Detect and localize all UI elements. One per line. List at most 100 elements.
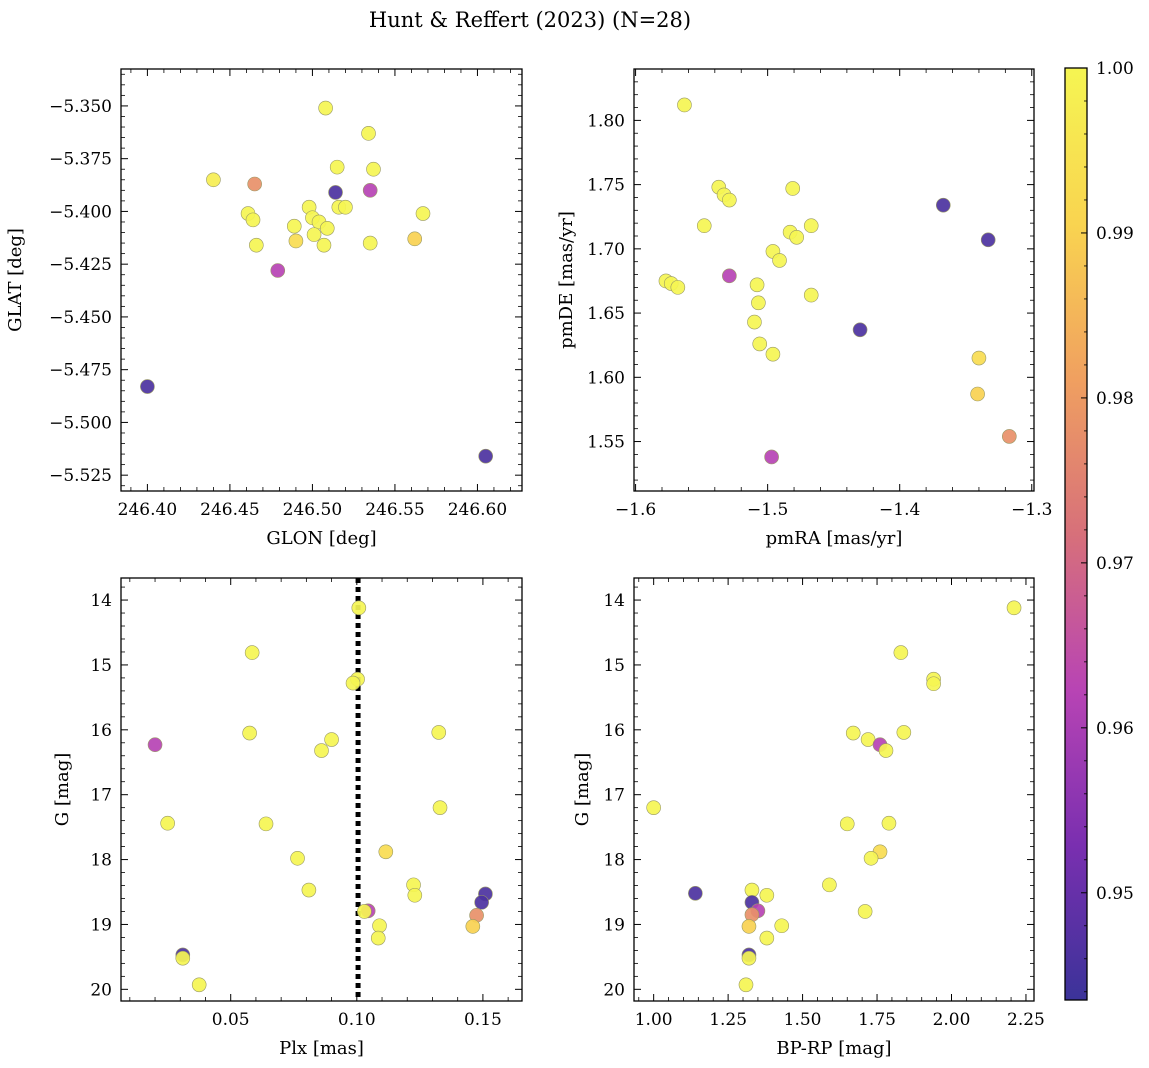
data-point (881, 815, 897, 831)
data-point (772, 253, 787, 268)
y-tick-label: 1.55 (587, 433, 625, 453)
x-tick-label: 1.25 (709, 1010, 747, 1030)
y-tick-label: 19 (603, 915, 625, 935)
data-point (306, 227, 322, 242)
x-axis-label: pmRA [mas/yr] (766, 528, 903, 549)
x-axis-label: BP-RP [mag] (776, 1038, 891, 1059)
data-point (338, 199, 353, 215)
data-point (688, 886, 703, 901)
y-tick-label: 17 (603, 786, 625, 806)
data-point (288, 233, 304, 249)
x-tick-label: 0.15 (464, 1010, 502, 1030)
data-point (822, 877, 837, 893)
y-tick-label: 16 (603, 721, 625, 741)
data-point (316, 237, 332, 253)
data-point (878, 743, 894, 758)
axes-frame (120, 68, 523, 492)
points-cmd-plx (147, 600, 493, 993)
y-tick-label: 1.80 (587, 111, 625, 131)
data-point (764, 449, 779, 465)
y-tick-label: 15 (603, 656, 625, 676)
panels: 246.40 246.45 246.50 246.55 246.60 −5.350 −5.3… (5, 68, 1052, 1059)
data-point (175, 950, 191, 966)
data-point (785, 181, 801, 196)
data-point (857, 904, 873, 919)
x-tick-label: 2.25 (1007, 1010, 1045, 1030)
data-point (329, 159, 345, 175)
colorbar-tick-label: 0.95 (1096, 884, 1134, 904)
data-point (971, 350, 987, 366)
data-point (1002, 429, 1017, 444)
points-cmd-color (646, 600, 1022, 993)
points-sky (140, 100, 493, 464)
data-point (415, 206, 431, 221)
data-point (803, 218, 819, 234)
colorbar: 0.95 0.96 0.97 0.98 0.99 1.00 (1064, 59, 1134, 1001)
y-tick-label: 18 (603, 851, 625, 871)
points-pm (658, 97, 1017, 465)
colorbar-tick-label: 0.98 (1096, 389, 1134, 409)
y-tick-label: −5.475 (49, 361, 112, 381)
y-tick-label: 19 (90, 915, 112, 935)
x-tick-label: 0.10 (338, 1010, 376, 1030)
y-tick-label: 20 (603, 980, 625, 1000)
data-point (478, 448, 493, 464)
x-tick-label: −1.5 (747, 500, 788, 520)
data-point (670, 280, 686, 295)
data-point (314, 743, 329, 758)
data-point (431, 725, 447, 740)
data-point (351, 600, 367, 616)
data-point (147, 737, 163, 753)
panel-cmd-plx: 0.05 0.10 0.15 14 15 16 17 18 19 20 Plx [mas] G [ma… (52, 577, 523, 1059)
data-point (370, 930, 386, 946)
data-point (896, 725, 912, 740)
data-point (318, 100, 333, 116)
y-tick-label: 1.75 (587, 176, 625, 196)
colorbar-tick-label: 1.00 (1096, 59, 1134, 79)
colorbar-frame (1064, 67, 1088, 1001)
data-point (863, 850, 879, 866)
x-tick-label: 1.00 (635, 1010, 673, 1030)
data-point (759, 887, 775, 903)
x-tick-label: 246.55 (365, 500, 424, 520)
x-tick-label: 246.40 (118, 500, 177, 520)
x-axis-label: GLON [deg] (266, 528, 376, 549)
data-point (751, 295, 766, 311)
data-point (677, 97, 692, 113)
data-point (696, 218, 712, 234)
data-point (160, 815, 175, 831)
data-point (362, 183, 378, 198)
data-point (741, 919, 757, 934)
data-point (465, 919, 481, 934)
data-point (362, 235, 378, 251)
x-tick-label: −1.4 (879, 500, 920, 520)
data-point (752, 336, 768, 352)
x-tick-label: 246.60 (448, 500, 507, 520)
colorbar-tick-label: 0.99 (1096, 224, 1134, 244)
data-point (319, 221, 335, 236)
x-tick-label: 246.50 (283, 500, 342, 520)
data-point (744, 882, 760, 898)
data-point (140, 379, 155, 394)
data-point (242, 725, 257, 741)
data-point (893, 645, 909, 660)
data-point (345, 675, 361, 691)
data-point (432, 800, 448, 815)
data-point (839, 816, 855, 832)
y-tick-label: 1.70 (587, 240, 625, 260)
data-point (290, 850, 305, 866)
y-axis-label: GLAT [deg] (5, 228, 26, 332)
data-point (245, 212, 261, 228)
data-point (270, 263, 286, 278)
panel-pm: −1.6 −1.5 −1.4 −1.3 1.55 1.60 1.65 1.70 1.75 1.80… (556, 68, 1052, 549)
data-point (935, 197, 951, 213)
data-point (206, 172, 221, 188)
data-point (1006, 600, 1022, 616)
data-point (249, 237, 264, 253)
colorbar-tick-label: 0.97 (1096, 554, 1134, 574)
data-point (286, 218, 302, 234)
data-point (845, 725, 861, 741)
data-point (970, 386, 985, 402)
data-point (361, 126, 376, 141)
y-tick-label: 16 (90, 721, 112, 741)
